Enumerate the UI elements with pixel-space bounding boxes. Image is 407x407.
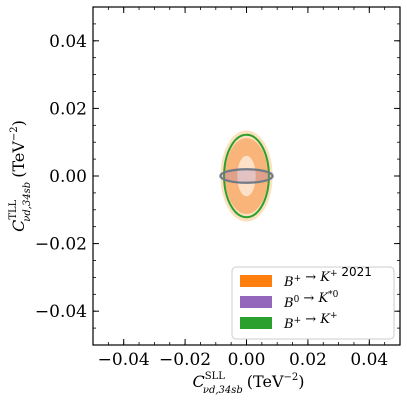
y-tick-label: −0.04 <box>35 302 87 322</box>
y-axis-label: CTLL νd,34sb(TeV−2) <box>8 120 33 232</box>
legend-b-plus-to-k-plus-swatch <box>240 317 272 329</box>
y-tick-label: 0.02 <box>49 99 87 119</box>
x-tick-label: 0.00 <box>228 350 266 370</box>
y-tick-label: 0.00 <box>49 167 87 187</box>
x-tick-label: −0.04 <box>98 350 150 370</box>
axis-ticks: −0.04 −0.02 0.00 0.02 0.04 −0.04 −0.02 0.00 0.02… <box>35 6 401 370</box>
legend-b-plus-to-k-plus-label: B+ → K+ <box>283 311 338 332</box>
legend-b-plus-to-k-plus-2021-swatch <box>240 275 272 287</box>
x-tick-label: 0.04 <box>350 350 388 370</box>
x-tick-label: −0.02 <box>159 350 211 370</box>
region-3-b-plus-to-k-plus-2021 <box>237 155 256 197</box>
x-tick-label: 0.02 <box>289 350 327 370</box>
contour-b-plus-to-k-plus <box>223 133 270 219</box>
y-tick-label: 0.04 <box>49 32 87 52</box>
legend-b0-to-kstar0-label: B0 → K*0 <box>283 290 339 311</box>
y-tick-label: −0.02 <box>35 235 87 255</box>
x-axis-label: CSLL νd,34sb (TeV−2) <box>192 371 304 396</box>
contour-regions <box>219 130 274 222</box>
legend-box <box>231 266 395 340</box>
contour-b0-to-kstar0 <box>219 168 274 184</box>
legend-b0-to-kstar0-swatch <box>240 296 272 308</box>
legend-b-plus-to-k-plus-2021-label: B+ → K+ 2021 <box>283 265 372 290</box>
